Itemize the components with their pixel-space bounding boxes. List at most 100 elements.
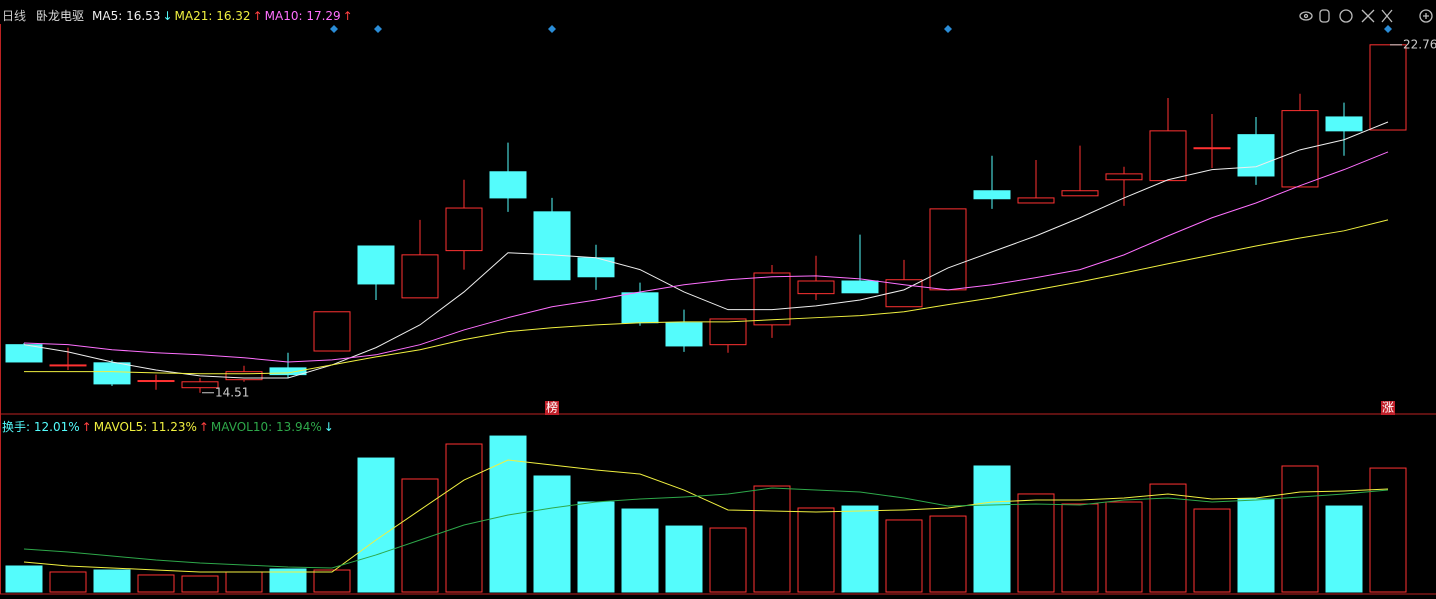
candle-body xyxy=(1061,190,1099,197)
turnover-bar xyxy=(269,568,307,593)
candle-body xyxy=(1281,110,1319,188)
turnover-bar xyxy=(533,475,571,593)
turnover-bar xyxy=(973,465,1011,593)
turnover-bar xyxy=(1149,483,1187,593)
turnover-bar xyxy=(357,457,395,593)
turnover-bar xyxy=(181,575,219,593)
turnover-bar xyxy=(1281,465,1319,593)
candle-body xyxy=(665,322,703,347)
turnover-bar xyxy=(93,569,131,593)
legend-entry: MA5: 16.53 xyxy=(92,8,161,23)
ma-line xyxy=(23,121,1389,379)
trend-arrow: ↑ xyxy=(198,419,209,434)
turnover-bar xyxy=(1017,493,1055,593)
view-icon-dot xyxy=(1303,13,1309,19)
candle-body xyxy=(1017,197,1055,204)
tool-icon[interactable] xyxy=(1361,9,1375,23)
candle-body xyxy=(269,367,307,376)
trend-arrow: ↑ xyxy=(252,8,263,23)
candle-body xyxy=(313,311,351,352)
event-marker xyxy=(374,25,382,33)
turnover-bar xyxy=(753,485,791,593)
add-icon-plus xyxy=(1423,13,1429,19)
trend-arrow: ↑ xyxy=(342,8,353,23)
turnover-bar xyxy=(621,508,659,593)
trend-arrow: ↑ xyxy=(81,419,92,434)
turnover-bar xyxy=(709,527,747,593)
candle-body xyxy=(357,245,395,285)
turnover-bar xyxy=(445,443,483,593)
candle-body xyxy=(137,380,175,383)
candle-body xyxy=(1369,44,1407,131)
signal-badge xyxy=(1381,401,1395,415)
candle-body xyxy=(973,190,1011,200)
legend-entry: MA21: 16.32 xyxy=(174,8,251,23)
period-label: 日线 xyxy=(2,9,27,23)
event-markers xyxy=(330,25,1392,33)
candle-body xyxy=(753,272,791,326)
extreme-label: 22.76 xyxy=(1403,37,1436,51)
legend-entry: MA10: 17.29 xyxy=(264,8,341,23)
candle-body xyxy=(181,381,219,389)
hand-icon[interactable] xyxy=(1319,9,1330,23)
candle-body xyxy=(49,364,87,367)
candle-body xyxy=(5,344,43,363)
candle-body xyxy=(1149,130,1187,182)
extreme-label: 14.51 xyxy=(215,385,249,399)
turnover-bar xyxy=(929,515,967,593)
view-icon[interactable] xyxy=(1299,11,1313,21)
candle-body xyxy=(225,371,263,381)
turnover-bar xyxy=(797,507,835,593)
event-marker xyxy=(330,25,338,33)
signal-label: 涨 xyxy=(1382,400,1394,415)
turnover-bar xyxy=(489,435,527,593)
turnover-bar xyxy=(137,574,175,593)
candle-body xyxy=(709,318,747,346)
turnover-bar xyxy=(1105,501,1143,593)
turnover-bar xyxy=(1193,508,1231,593)
candle-body xyxy=(1105,173,1143,181)
add-icon[interactable] xyxy=(1419,9,1433,23)
legend-entry: 换手: 12.01% xyxy=(2,420,80,434)
candle-body xyxy=(929,208,967,291)
candle-body xyxy=(401,254,439,299)
turnover-bar xyxy=(577,501,615,593)
turnover-bar xyxy=(1061,503,1099,593)
candle-body xyxy=(1193,147,1231,150)
legend-entry: MAVOL5: 11.23% xyxy=(93,419,197,434)
turnover-bar xyxy=(885,519,923,593)
candle-body xyxy=(797,280,835,295)
event-marker xyxy=(1384,25,1392,33)
candle-body xyxy=(1325,116,1363,132)
turnover-bar xyxy=(1325,505,1363,593)
candle-body xyxy=(93,362,131,385)
stock-name: 卧龙电驱 xyxy=(36,9,85,23)
turnover-bar xyxy=(1369,467,1407,593)
candle-body xyxy=(621,292,659,324)
trend-arrow: ↓ xyxy=(162,8,173,23)
candle-body xyxy=(533,211,571,281)
legend-entry: MAVOL10: 13.94% xyxy=(210,419,322,434)
trend-arrow: ↓ xyxy=(323,419,334,434)
candle-body xyxy=(577,257,615,278)
turnover-bar xyxy=(225,571,263,593)
event-marker xyxy=(944,25,952,33)
candle-body xyxy=(445,207,483,252)
price-header: 日线 卧龙电驱 MA5: 16.53 ↓ MA21: 16.32 ↑ MA10:… xyxy=(2,7,353,24)
signal-badge xyxy=(545,401,559,415)
turnover-bar xyxy=(5,565,43,593)
turnover-bar xyxy=(841,505,879,593)
ma-line xyxy=(24,219,1389,375)
candle-body xyxy=(489,171,527,199)
candle-body xyxy=(1237,134,1275,177)
play-icon[interactable] xyxy=(1339,9,1353,23)
ma-line xyxy=(23,151,1389,363)
toolbar xyxy=(1299,9,1433,23)
mavol-line xyxy=(23,459,1389,573)
turnover-bar xyxy=(665,525,703,593)
close-icon[interactable] xyxy=(1381,9,1393,23)
event-marker xyxy=(548,25,556,33)
turnover-bar xyxy=(49,571,87,593)
